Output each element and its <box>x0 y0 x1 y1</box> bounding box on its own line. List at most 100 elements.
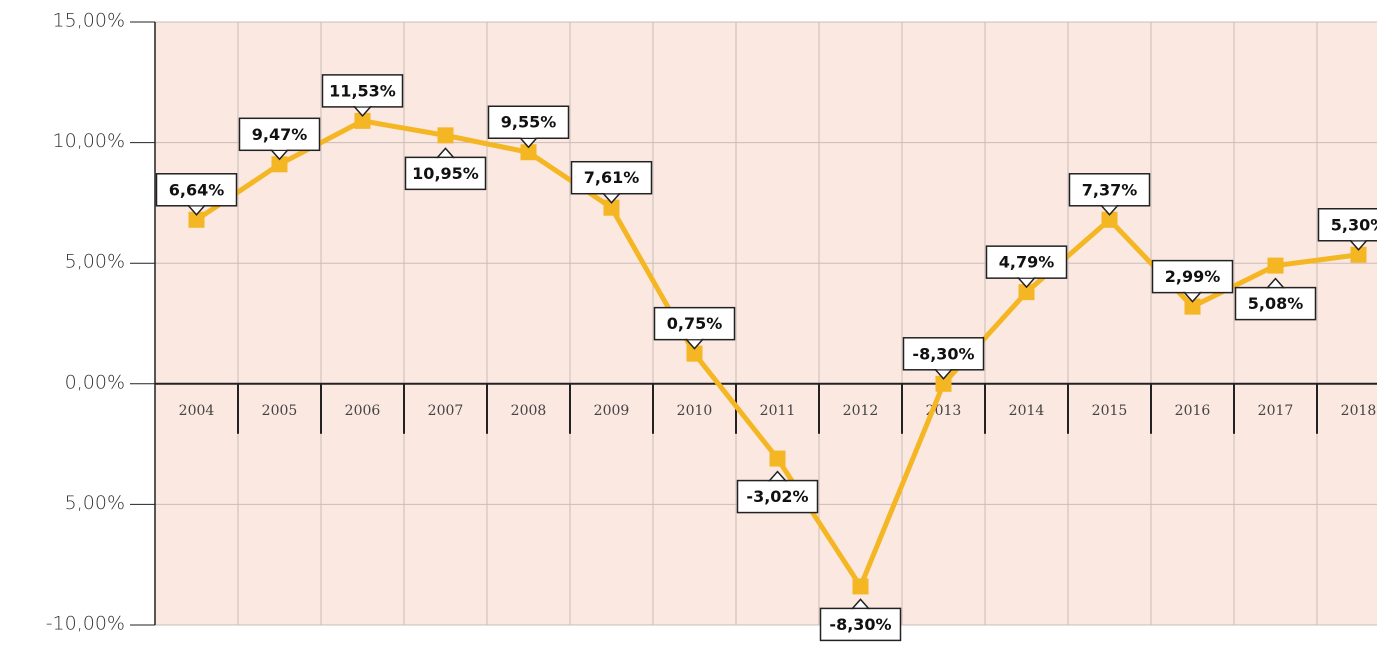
data-point <box>1018 284 1035 301</box>
x-tick-label: 2005 <box>262 403 298 419</box>
callout-pointer <box>518 137 539 149</box>
callout-cover <box>1019 275 1034 278</box>
callout-pointer <box>1348 240 1369 251</box>
x-tick-label: 2012 <box>843 403 879 419</box>
callout-label: -3,02% <box>746 487 808 506</box>
callout: 2,99% <box>1151 259 1234 303</box>
callout-pointer <box>1182 291 1203 303</box>
y-tick-label: -10,00% <box>46 613 125 635</box>
callout: 6,64% <box>155 173 238 216</box>
data-point <box>603 199 620 216</box>
data-point <box>935 375 952 392</box>
x-tick-label: 2006 <box>345 403 381 419</box>
data-point <box>354 112 371 129</box>
callout-label: 9,55% <box>501 113 557 132</box>
data-point <box>1350 246 1367 263</box>
callout-box <box>155 173 238 207</box>
callout: 7,37% <box>1068 173 1151 216</box>
data-point <box>852 578 869 595</box>
callout-cover <box>1268 288 1283 291</box>
callout-cover <box>936 367 951 370</box>
x-tick-label: 2014 <box>1009 403 1045 419</box>
x-tick-label: 2010 <box>677 403 713 419</box>
callout-pointer <box>684 338 705 350</box>
callout-cover <box>189 203 204 206</box>
callout: 0,75% <box>653 306 736 350</box>
callout: -3,02% <box>736 470 819 514</box>
plot-background <box>155 22 1377 625</box>
x-tick-label: 2017 <box>1258 403 1294 419</box>
callout-pointer <box>269 149 290 161</box>
callout-label: 2,99% <box>1165 267 1221 286</box>
callout-pointer <box>601 192 622 204</box>
x-tick-label: 2018 <box>1341 403 1377 419</box>
callout-box <box>321 74 404 108</box>
callout-label: 7,61% <box>584 168 640 187</box>
callout-box <box>653 306 736 341</box>
callout-cover <box>438 158 453 161</box>
callout-pointer <box>435 147 456 159</box>
data-point <box>1267 257 1284 274</box>
y-tick-label: 15,00% <box>53 10 125 32</box>
callout-cover <box>853 609 868 612</box>
data-point <box>437 127 454 144</box>
callout-label: -8,30% <box>912 344 974 363</box>
callout-cover <box>1102 203 1117 206</box>
data-point <box>686 345 703 362</box>
callout-pointer <box>1265 277 1286 289</box>
callout-label: 5,30% <box>1331 215 1377 234</box>
callout-cover <box>604 191 619 194</box>
callout-cover <box>770 481 785 484</box>
callout-cover <box>521 135 536 138</box>
x-tick-label: 2016 <box>1175 403 1211 419</box>
callout: 9,55% <box>487 105 570 149</box>
y-tick-label: 10,00% <box>53 130 125 152</box>
data-point <box>1184 298 1201 315</box>
callout-pointer <box>933 369 954 380</box>
callout-cover <box>355 104 370 107</box>
callout-label: -8,30% <box>829 615 891 634</box>
callout-label: 4,79% <box>999 253 1055 272</box>
callout: 10,95% <box>404 147 487 191</box>
callout-label: 10,95% <box>412 164 479 183</box>
y-tick-label: 5,00% <box>65 492 125 514</box>
x-tick-label: 2011 <box>760 403 796 419</box>
callout-label: 0,75% <box>667 314 723 333</box>
callout-cover <box>687 337 702 340</box>
callout-cover <box>272 147 287 150</box>
data-point <box>271 156 288 173</box>
data-point <box>1101 211 1118 228</box>
data-point <box>520 144 537 161</box>
callout: -8,30% <box>819 598 902 642</box>
x-tick-label: 2009 <box>594 403 630 419</box>
callout-label: 11,53% <box>329 81 396 100</box>
callout: -8,30% <box>902 337 985 380</box>
callout-pointer <box>352 106 373 118</box>
callout-cover <box>1351 238 1366 241</box>
callout: 11,53% <box>321 74 404 118</box>
callout-label: 9,47% <box>252 125 308 144</box>
callout-box <box>736 479 819 514</box>
callout: 5,30% <box>1317 208 1377 251</box>
callout: 7,61% <box>570 160 653 204</box>
x-tick-label: 2004 <box>179 403 215 419</box>
callout: 5,08% <box>1234 277 1317 321</box>
callout-pointer <box>1099 205 1120 216</box>
callout-box <box>1151 259 1234 294</box>
callout-box <box>238 117 321 152</box>
data-point <box>769 450 786 467</box>
data-point <box>188 211 205 228</box>
callout-pointer <box>850 598 871 610</box>
callout-box <box>819 607 902 642</box>
callout-pointer <box>186 205 207 216</box>
callout-box <box>985 245 1068 279</box>
x-tick-label: 2008 <box>511 403 547 419</box>
callout-pointer <box>767 470 788 482</box>
callout-label: 7,37% <box>1082 180 1138 199</box>
callout-label: 6,64% <box>169 180 225 199</box>
callout: 9,47% <box>238 117 321 161</box>
callout-cover <box>1185 290 1200 293</box>
y-tick-label: 0,00% <box>65 371 125 393</box>
x-tick-label: 2007 <box>428 403 464 419</box>
callout: 4,79% <box>985 245 1068 289</box>
